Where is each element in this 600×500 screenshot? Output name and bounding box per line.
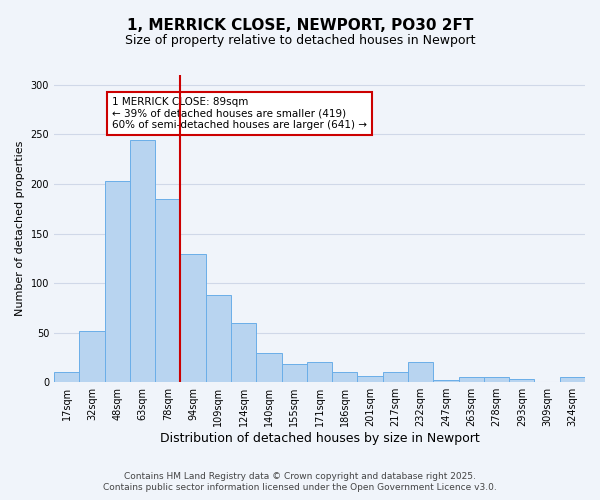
Bar [206, 295, 231, 382]
Bar [130, 140, 155, 382]
Bar [332, 372, 358, 382]
Bar [433, 380, 458, 382]
Bar [509, 379, 535, 382]
Bar [281, 364, 307, 382]
Bar [408, 362, 433, 382]
Text: 1, MERRICK CLOSE, NEWPORT, PO30 2FT: 1, MERRICK CLOSE, NEWPORT, PO30 2FT [127, 18, 473, 32]
Text: Contains HM Land Registry data © Crown copyright and database right 2025.: Contains HM Land Registry data © Crown c… [124, 472, 476, 481]
Bar [104, 181, 130, 382]
Text: Size of property relative to detached houses in Newport: Size of property relative to detached ho… [125, 34, 475, 47]
Text: 1 MERRICK CLOSE: 89sqm
← 39% of detached houses are smaller (419)
60% of semi-de: 1 MERRICK CLOSE: 89sqm ← 39% of detached… [112, 97, 367, 130]
Bar [256, 354, 281, 382]
Text: Contains public sector information licensed under the Open Government Licence v3: Contains public sector information licen… [103, 483, 497, 492]
Bar [383, 372, 408, 382]
Bar [79, 330, 104, 382]
Bar [560, 378, 585, 382]
Bar [181, 254, 206, 382]
X-axis label: Distribution of detached houses by size in Newport: Distribution of detached houses by size … [160, 432, 479, 445]
Bar [358, 376, 383, 382]
Bar [54, 372, 79, 382]
Bar [231, 322, 256, 382]
Bar [458, 378, 484, 382]
Bar [307, 362, 332, 382]
Y-axis label: Number of detached properties: Number of detached properties [15, 141, 25, 316]
Bar [484, 378, 509, 382]
Bar [155, 199, 181, 382]
